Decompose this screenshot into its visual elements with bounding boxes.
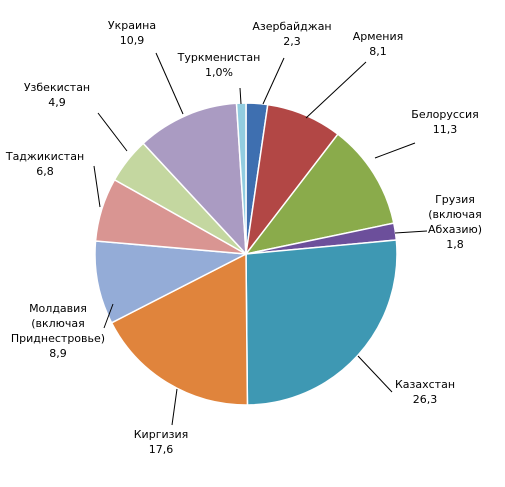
slice-name: Азербайджан (252, 20, 331, 33)
slice-name: Грузия (435, 193, 475, 206)
slice-label: Грузия (включая Абхазию) 1,8 (428, 193, 482, 251)
slice-value: 10,9 (120, 34, 145, 47)
slice-name: Армения (353, 30, 404, 43)
slice-name: Молдавия (29, 302, 87, 315)
slice-value: 8,9 (49, 347, 67, 360)
slice-value: 11,3 (433, 123, 458, 136)
slice-labels: Азербайджан 2,3 Армения 8,1 Белоруссия 11,3 Гр… (5, 19, 482, 456)
leader-line (394, 230, 428, 234)
slice-label: Туркменистан 1,0% (177, 51, 261, 79)
slice-label: Белоруссия 11,3 (411, 108, 478, 136)
pie-slice (94, 240, 249, 324)
slice-name: (включая (31, 317, 85, 330)
leader-line (97, 112, 128, 152)
leader-lines (93, 52, 428, 426)
slice-value: 8,1 (369, 45, 387, 58)
slice-name: Приднестровье) (11, 332, 105, 345)
slice-label: Украина 10,9 (108, 19, 156, 47)
slice-label: Киргизия 17,6 (134, 428, 188, 456)
leader-line (357, 355, 393, 393)
leader-line (93, 165, 101, 208)
slice-value: 6,8 (36, 165, 54, 178)
pie-slice (244, 133, 395, 256)
slice-name: (включая (428, 208, 482, 221)
slice-label: Азербайджан 2,3 (252, 20, 331, 48)
slice-label: Узбекистан 4,9 (24, 81, 90, 109)
slice-value: 4,9 (48, 96, 66, 109)
slice-value: 1,0% (205, 66, 233, 79)
pie-slices (94, 102, 398, 406)
slice-name: Белоруссия (411, 108, 478, 121)
slice-name: Киргизия (134, 428, 188, 441)
slice-name: Узбекистан (24, 81, 90, 94)
slice-name: Туркменистан (177, 51, 261, 64)
pie-slice (245, 239, 398, 406)
slice-value: 2,3 (283, 35, 301, 48)
slice-value: 26,3 (413, 393, 438, 406)
slice-name: Абхазию) (428, 223, 482, 236)
slice-value: 17,6 (149, 443, 174, 456)
slice-label: Молдавия (включая Приднестровье) 8,9 (11, 302, 105, 360)
slice-name: Таджикистан (5, 150, 84, 163)
slice-label: Казахстан 26,3 (395, 378, 455, 406)
slice-name: Украина (108, 19, 156, 32)
slice-label: Армения 8,1 (353, 30, 404, 58)
pie-slice (142, 102, 247, 257)
leader-line (103, 303, 114, 329)
slice-value: 1,8 (446, 238, 464, 251)
leader-line (155, 52, 184, 115)
leader-line (171, 388, 178, 426)
leader-line (262, 57, 285, 105)
slice-name: Казахстан (395, 378, 455, 391)
pie-slice (110, 252, 249, 406)
leader-line (305, 61, 367, 119)
leader-line (374, 142, 416, 159)
slice-label: Таджикистан 6,8 (5, 150, 84, 178)
leader-line (239, 87, 242, 105)
